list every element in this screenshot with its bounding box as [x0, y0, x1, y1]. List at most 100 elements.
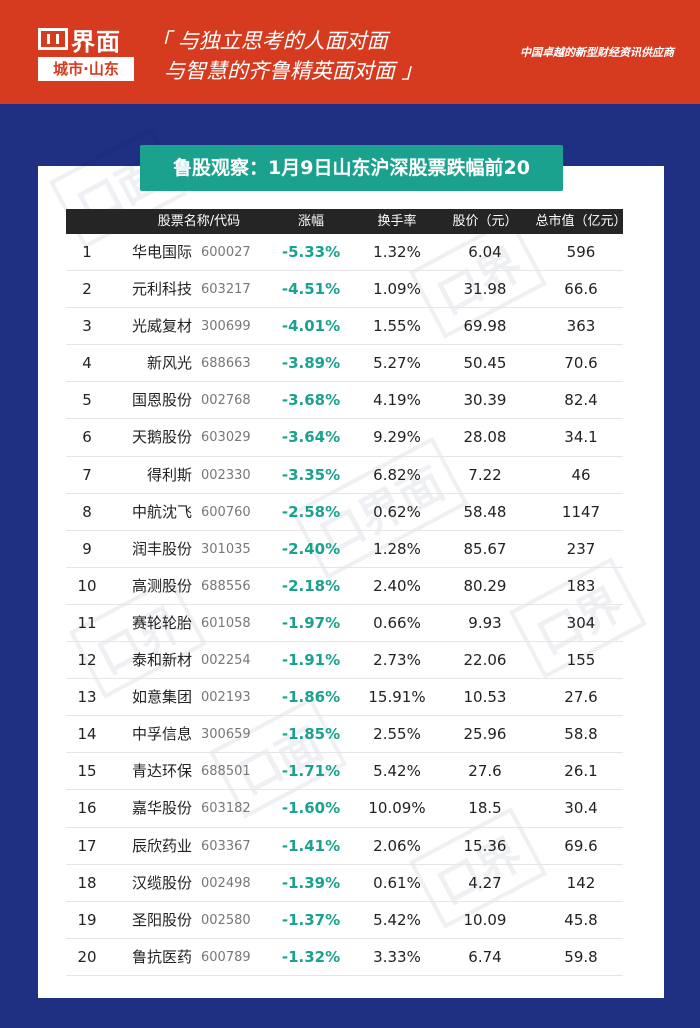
table-row: 1 华电国际 600027 -5.33% 1.32% 6.04 596 — [66, 234, 623, 272]
market-cap: 69.6 — [564, 836, 598, 855]
turnover-rate: 9.29% — [373, 428, 421, 447]
market-cap: 70.6 — [564, 354, 598, 373]
turnover-rate: 1.09% — [373, 280, 421, 299]
row-rank: 16 — [77, 799, 97, 818]
change-percent: -1.60% — [281, 799, 341, 818]
row-rank: 17 — [77, 836, 97, 855]
row-rank: 1 — [82, 243, 92, 261]
market-cap: 59.8 — [564, 947, 598, 966]
turnover-rate: 1.55% — [373, 317, 421, 336]
turnover-rate: 2.40% — [373, 576, 421, 595]
market-cap: 34.1 — [564, 428, 598, 447]
change-percent: -3.35% — [281, 465, 341, 484]
stock-name: 泰和新材 — [131, 651, 192, 670]
page-title: 鲁股观察：1月9日山东沪深股票跌幅前20 — [140, 145, 563, 191]
market-cap: 82.4 — [564, 391, 598, 410]
row-rank: 11 — [77, 613, 97, 632]
market-cap: 27.6 — [564, 688, 598, 707]
stock-price: 58.48 — [463, 502, 507, 521]
stock-code: 688663 — [201, 356, 251, 372]
turnover-rate: 3.33% — [373, 947, 421, 966]
stock-code: 300659 — [201, 727, 251, 743]
change-percent: -1.97% — [281, 613, 341, 632]
change-percent: -5.33% — [281, 243, 341, 261]
stock-code: 002498 — [201, 875, 251, 891]
stock-price: 7.22 — [468, 465, 502, 484]
stock-code: 301035 — [201, 541, 251, 557]
change-percent: -1.71% — [281, 762, 341, 781]
turnover-rate: 1.32% — [373, 243, 421, 261]
market-cap: 304 — [566, 613, 596, 632]
market-cap: 58.8 — [564, 725, 598, 744]
stock-price: 69.98 — [463, 317, 507, 336]
stock-price: 4.27 — [468, 873, 502, 892]
change-percent: -1.32% — [281, 947, 341, 966]
row-rank: 14 — [77, 725, 97, 744]
stock-code: 002330 — [201, 467, 251, 483]
row-rank: 19 — [77, 910, 97, 929]
turnover-rate: 5.42% — [373, 910, 421, 929]
turnover-rate: 0.66% — [373, 613, 421, 632]
stock-code: 600789 — [201, 949, 251, 965]
stock-name: 元利科技 — [131, 280, 192, 299]
table-row: 17 辰欣药业 603367 -1.41% 2.06% 15.36 69.6 — [66, 828, 623, 865]
stock-code: 600760 — [201, 504, 251, 520]
stock-price: 25.96 — [463, 725, 507, 744]
header-price: 股价（元） — [452, 214, 518, 229]
row-rank: 7 — [82, 465, 92, 484]
stock-price: 9.93 — [468, 613, 502, 632]
table-body: 1 华电国际 600027 -5.33% 1.32% 6.04 596 2 元利科技 603217… — [66, 234, 623, 976]
slogan: 「 与独立思考的人面对面 与智慧的齐鲁精英面对面 」 — [150, 26, 423, 86]
stock-name: 鲁抗医药 — [131, 947, 192, 966]
jiemian-logo: 界面 城市·山东 — [38, 24, 134, 82]
stock-price: 15.36 — [463, 836, 507, 855]
change-percent: -4.01% — [281, 317, 341, 336]
turnover-rate: 10.09% — [368, 799, 426, 818]
stock-price: 85.67 — [463, 539, 507, 558]
stock-price: 80.29 — [463, 576, 507, 595]
stock-price: 10.53 — [463, 688, 507, 707]
stock-price: 22.06 — [463, 651, 507, 670]
table-row: 20 鲁抗医药 600789 -1.32% 3.33% 6.74 59.8 — [66, 939, 623, 976]
row-rank: 4 — [82, 354, 92, 373]
market-cap: 237 — [566, 539, 596, 558]
table-row: 15 青达环保 688501 -1.71% 5.42% 27.6 26.1 — [66, 753, 623, 791]
table-row: 14 中孚信息 300659 -1.85% 2.55% 25.96 58.8 — [66, 716, 623, 754]
market-cap: 26.1 — [564, 762, 598, 781]
stock-name: 中孚信息 — [131, 725, 192, 744]
stock-price: 27.6 — [468, 762, 502, 781]
change-percent: -1.41% — [281, 836, 341, 855]
slogan-line-1: 「 与独立思考的人面对面 — [150, 29, 388, 53]
stock-name: 润丰股份 — [131, 539, 192, 558]
tagline: 中国卓越的新型财经资讯供应商 — [520, 46, 674, 59]
stock-price: 28.08 — [463, 428, 507, 447]
stock-name: 汉缆股份 — [131, 873, 192, 892]
market-cap: 596 — [566, 243, 596, 261]
market-cap: 1147 — [561, 502, 601, 521]
stock-price: 30.39 — [463, 391, 507, 410]
change-percent: -2.58% — [281, 502, 341, 521]
stock-code: 603367 — [201, 838, 251, 854]
change-percent: -3.89% — [281, 354, 341, 373]
table-row: 10 高测股份 688556 -2.18% 2.40% 80.29 183 — [66, 568, 623, 605]
market-cap: 66.6 — [564, 280, 598, 299]
stock-code: 603182 — [201, 801, 251, 817]
stock-code: 603029 — [201, 430, 251, 446]
stock-name: 天鹅股份 — [131, 428, 192, 447]
row-rank: 9 — [82, 539, 92, 558]
content-panel — [38, 166, 664, 998]
slogan-line-2: 与智慧的齐鲁精英面对面 」 — [164, 59, 423, 83]
turnover-rate: 0.62% — [373, 502, 421, 521]
stock-name: 辰欣药业 — [131, 836, 192, 855]
stock-name: 高测股份 — [131, 576, 192, 595]
row-rank: 12 — [77, 651, 97, 670]
stock-code: 601058 — [201, 615, 251, 631]
turnover-rate: 2.55% — [373, 725, 421, 744]
change-percent: -1.37% — [281, 910, 341, 929]
market-cap: 363 — [566, 317, 596, 336]
change-percent: -1.85% — [281, 725, 341, 744]
stock-name: 赛轮轮胎 — [131, 613, 192, 632]
stock-price: 6.04 — [468, 243, 502, 261]
turnover-rate: 2.06% — [373, 836, 421, 855]
market-cap: 45.8 — [564, 910, 598, 929]
